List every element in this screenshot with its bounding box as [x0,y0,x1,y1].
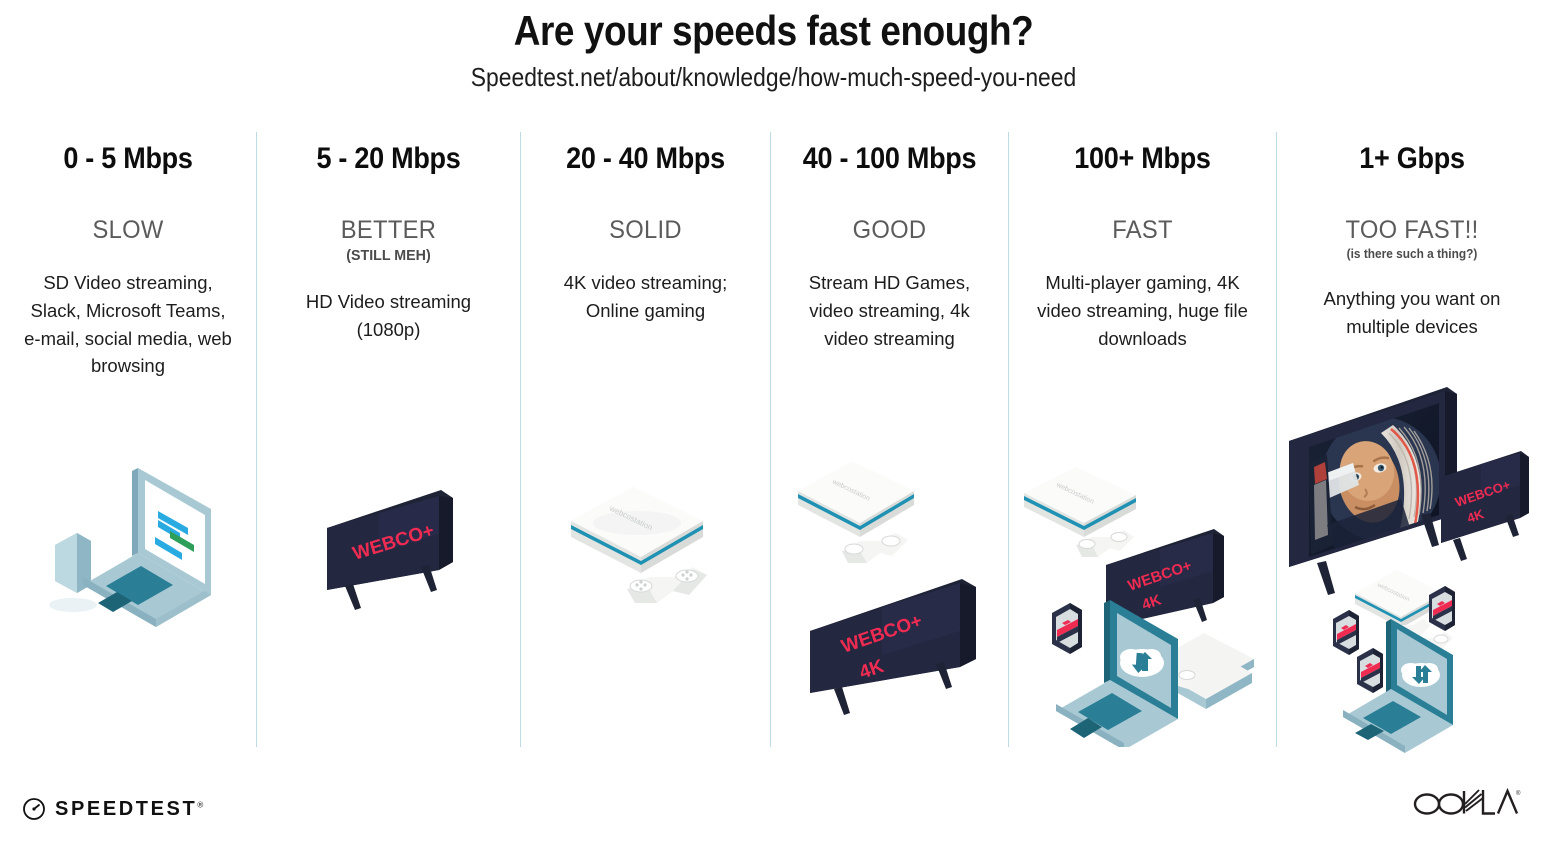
phone-icon [1429,586,1455,631]
tv-resolution-text: 4K [1465,506,1486,526]
illustration-tv: WEBCO+ [257,417,520,747]
header: Are your speeds fast enough? Speedtest.n… [0,0,1547,93]
speed-tier-column-6: 1+ Gbps TOO FAST!! (is there such a thin… [1276,132,1547,753]
phone-icon [1357,648,1383,693]
rating-label: FAST [1112,216,1173,244]
speed-tier-column-1: 0 - 5 Mbps SLOW SD Video streaming, Slac… [0,132,256,747]
speedtest-wordmark-text: SPEEDTEST [55,797,198,820]
rating-sublabel: (STILL MEH) [346,247,431,264]
tv-astronaut-icon [1289,387,1457,595]
speed-range-label: 20 - 40 Mbps [566,142,725,175]
laptop-cloud-icon [1055,600,1178,747]
tv-4k-icon: WEBCO+ 4K [1441,451,1529,561]
illustration-laptop-phone [0,417,256,747]
usage-description: 4K video streaming; Online gaming [563,272,728,321]
tv-icon: WEBCO+ [326,490,453,610]
astronaut-photo [1309,403,1439,557]
speed-tier-column-2: 5 - 20 Mbps BETTER (STILL MEH) HD Video … [256,132,520,747]
gamepad-icon [841,533,908,563]
ookla-wordmark: ® [1413,787,1521,815]
cloud-sync-icon [1119,649,1164,677]
speed-range-label: 1+ Gbps [1359,142,1465,175]
usage-description: Stream HD Games, video streaming, 4k vid… [808,272,971,349]
game-console-icon: webcostation [570,487,703,573]
illustration-multi-device: webcostation [1009,417,1276,747]
speed-tier-column-4: 40 - 100 Mbps GOOD Stream HD Games, vide… [770,132,1008,747]
game-console-icon: webcostation [1355,570,1443,628]
speed-range-label: 100+ Mbps [1074,142,1211,175]
footer: SPEEDTEST® ® [0,773,1547,843]
tv-4k-icon: WEBCO+ 4K [809,579,976,715]
rating-label: GOOD [852,216,927,244]
illustration-console-gamepad: webcostation [521,417,770,747]
speed-range-label: 5 - 20 Mbps [316,142,461,175]
speed-range-label: 40 - 100 Mbps [802,142,977,175]
speed-tier-column-3: 20 - 40 Mbps SOLID 4K video streaming; O… [520,132,770,747]
tv-resolution-text: 4K [1139,591,1163,613]
rating-sublabel: (is there such a thing?) [1346,247,1478,261]
speedtest-logo: SPEEDTEST® [22,797,203,821]
ookla-registered-mark: ® [1516,790,1521,797]
speedometer-icon [23,798,45,820]
gamepad-icon [626,567,707,603]
usage-description: Multi-player gaming, 4K video streaming,… [1037,272,1248,349]
phone-icon [49,533,97,612]
rating-label: SOLID [609,216,682,244]
game-console-icon: webcostation [797,461,914,537]
usage-description: Anything you want on multiple devices [1323,288,1501,337]
phone-icon [1051,603,1082,654]
speed-tier-column-5: 100+ Mbps FAST Multi-player gaming, 4K v… [1008,132,1276,747]
speedtest-wordmark: SPEEDTEST® [55,798,203,821]
laptop-cloud-icon [1343,619,1453,753]
speed-range-label: 0 - 5 Mbps [63,142,193,175]
laptop-icon [83,468,211,627]
usage-description: SD Video streaming, Slack, Microsoft Tea… [24,272,232,377]
ookla-logo: ® [1411,784,1521,823]
rating-label: BETTER [340,216,437,244]
rating-label: SLOW [92,216,164,244]
illustration-console-gamepad-tv4k: webcostation [771,417,1008,747]
rating-label: TOO FAST!! [1345,216,1479,244]
page-title: Are your speeds fast enough? [513,7,1034,54]
cloud-sync-icon [1401,663,1440,687]
gamepad-icon [1075,530,1134,557]
game-console-icon: webcostation [1023,467,1136,537]
speed-tier-columns: 0 - 5 Mbps SLOW SD Video streaming, Slac… [0,132,1547,753]
illustration-all-devices: WEBCO+ 4K webcostation [1277,367,1547,757]
usage-description: HD Video streaming (1080p) [305,291,472,340]
speedtest-registered-mark: ® [197,799,204,809]
phone-icon [1333,610,1359,655]
page-subtitle: Speedtest.net/about/knowledge/how-much-s… [470,62,1077,93]
